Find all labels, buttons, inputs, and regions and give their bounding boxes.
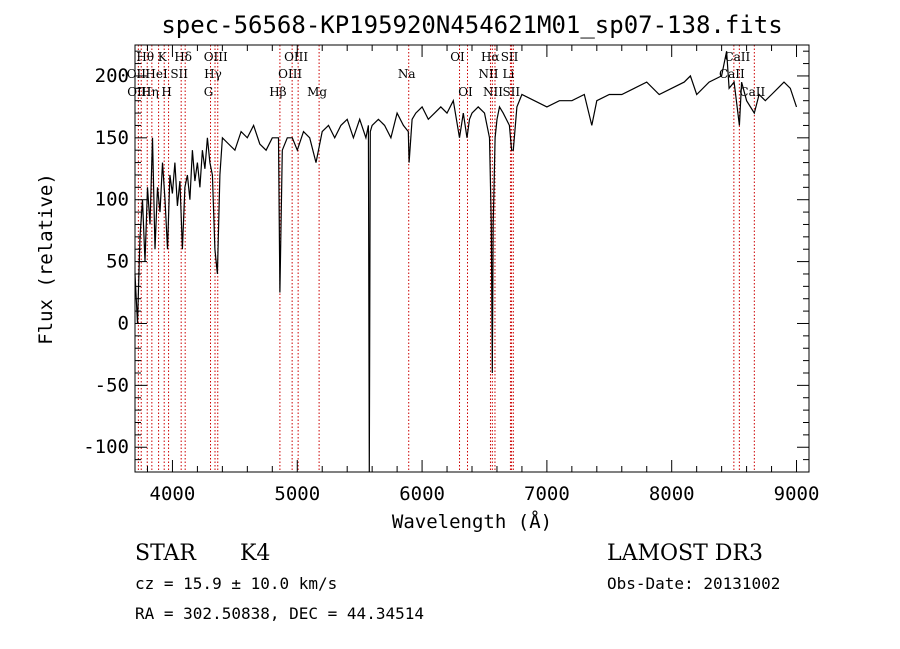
y-tick-label: 150 <box>95 127 129 149</box>
line-label: SII <box>502 85 520 99</box>
line-label: OIII <box>284 50 308 64</box>
y-tick-label: -50 <box>95 374 129 396</box>
emission-line-markers <box>137 45 755 472</box>
object-class: STAR <box>135 541 197 566</box>
plot-frame <box>134 44 810 473</box>
line-label: OIII <box>204 50 228 64</box>
line-label: HeI <box>145 67 168 81</box>
x-tick-label: 5000 <box>274 483 320 505</box>
line-label: G <box>204 85 214 99</box>
x-axis: 4000 5000 6000 7000 8000 9000 <box>146 45 820 505</box>
line-label: Hη <box>141 85 159 99</box>
line-label: Hβ <box>269 85 286 99</box>
line-label: OII <box>127 67 147 81</box>
line-label: OIII <box>127 85 151 99</box>
y-tick-label: 0 <box>118 312 129 334</box>
line-label: OI <box>450 50 465 64</box>
line-label: SII <box>170 67 188 81</box>
line-label: CaII <box>724 50 750 64</box>
line-label: NII <box>483 85 503 99</box>
x-tick-label: 7000 <box>524 483 570 505</box>
y-axis-label: Flux (relative) <box>35 173 57 345</box>
y-axis: -100 -50 0 50 100 150 200 <box>83 50 809 461</box>
line-label: NII <box>478 67 498 81</box>
line-label: OI <box>458 85 473 99</box>
line-label: OIII <box>278 67 302 81</box>
line-label: K <box>158 50 168 64</box>
y-tick-label: 200 <box>95 65 129 87</box>
line-label: SII <box>501 50 519 64</box>
line-label: Mg <box>307 85 327 99</box>
x-tick-label: 6000 <box>399 483 445 505</box>
spectrum-series-line <box>134 51 798 473</box>
y-tick-label: 100 <box>95 189 129 211</box>
survey-name: LAMOST DR3 <box>607 541 763 566</box>
line-label: Hα <box>481 50 500 64</box>
line-label: H <box>161 85 171 99</box>
line-label: Hγ <box>204 67 222 81</box>
obs-date: Obs-Date: 20131002 <box>607 574 780 593</box>
y-tick-label: -100 <box>83 436 129 458</box>
line-label: Li <box>503 67 515 81</box>
line-label: CaII <box>719 67 745 81</box>
x-tick-label: 9000 <box>774 483 820 505</box>
y-tick-label: 50 <box>106 251 129 273</box>
line-label: Na <box>398 67 416 81</box>
redshift-text: cz = 15.9 ± 10.0 km/s <box>135 574 337 593</box>
line-label: Hδ <box>174 50 192 64</box>
x-tick-label: 8000 <box>649 483 695 505</box>
chart-title: spec-56568-KP195920N454621M01_sp07-138.f… <box>161 11 782 39</box>
x-axis-label: Wavelength (Å) <box>392 510 552 533</box>
line-label: Hθ <box>136 50 154 64</box>
emission-line-labels: Hθ OII OIII K HeI Hη Hδ SII H OIII Hγ G OIII OIII Hβ Mg… <box>127 50 766 99</box>
object-subclass: K4 <box>240 541 270 566</box>
coordinates-text: RA = 302.50838, DEC = 44.34514 <box>135 604 424 623</box>
x-tick-label: 4000 <box>150 483 196 505</box>
